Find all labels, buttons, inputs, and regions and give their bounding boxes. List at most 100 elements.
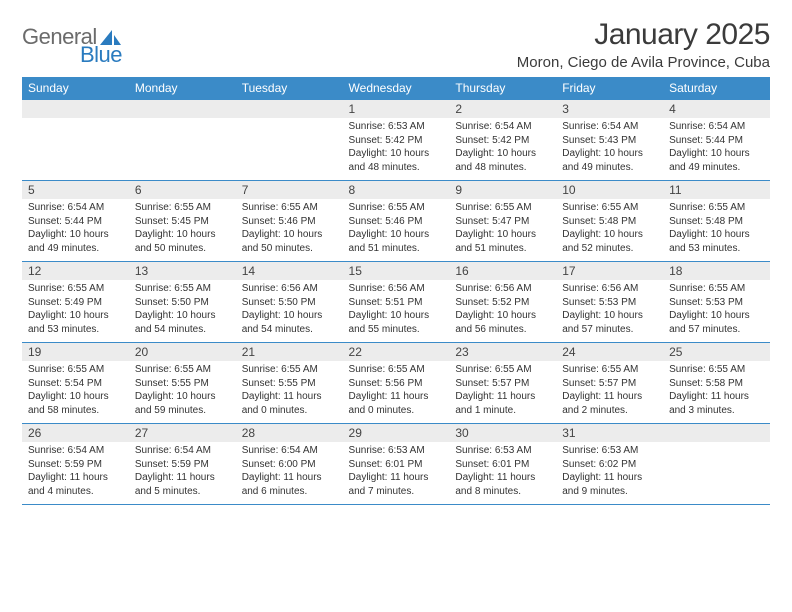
day-details: Sunrise: 6:55 AM Sunset: 5:49 PM Dayligh… [22, 280, 129, 343]
day-number [236, 100, 343, 119]
day-details-text: Sunrise: 6:56 AM Sunset: 5:53 PM Dayligh… [562, 282, 657, 336]
day-details-text: Sunrise: 6:55 AM Sunset: 5:47 PM Dayligh… [455, 201, 550, 255]
day-details [129, 118, 236, 181]
day-details-text: Sunrise: 6:54 AM Sunset: 5:44 PM Dayligh… [28, 201, 123, 255]
day-number: 16 [449, 262, 556, 281]
month-title: January 2025 [517, 18, 770, 52]
day-details: Sunrise: 6:54 AM Sunset: 5:44 PM Dayligh… [663, 118, 770, 181]
day-number: 18 [663, 262, 770, 281]
day-details-text: Sunrise: 6:54 AM Sunset: 5:59 PM Dayligh… [28, 444, 123, 498]
daynum-row: 19202122232425 [22, 343, 770, 362]
title-block: January 2025 Moron, Ciego de Avila Provi… [517, 18, 770, 71]
day-details: Sunrise: 6:55 AM Sunset: 5:45 PM Dayligh… [129, 199, 236, 262]
day-number: 30 [449, 424, 556, 443]
day-number: 2 [449, 100, 556, 119]
day-details-text: Sunrise: 6:53 AM Sunset: 6:01 PM Dayligh… [349, 444, 444, 498]
calendar-body: 1234Sunrise: 6:53 AM Sunset: 5:42 PM Day… [22, 100, 770, 506]
location-label: Moron, Ciego de Avila Province, Cuba [517, 54, 770, 71]
day-number: 26 [22, 424, 129, 443]
day-details: Sunrise: 6:55 AM Sunset: 5:46 PM Dayligh… [343, 199, 450, 262]
day-details: Sunrise: 6:54 AM Sunset: 6:00 PM Dayligh… [236, 442, 343, 505]
day-number: 25 [663, 343, 770, 362]
day-details: Sunrise: 6:55 AM Sunset: 5:54 PM Dayligh… [22, 361, 129, 424]
day-details: Sunrise: 6:55 AM Sunset: 5:53 PM Dayligh… [663, 280, 770, 343]
day-number: 5 [22, 181, 129, 200]
dow-sunday: Sunday [22, 77, 129, 100]
day-number: 24 [556, 343, 663, 362]
day-details-text: Sunrise: 6:55 AM Sunset: 5:55 PM Dayligh… [242, 363, 337, 417]
day-number: 6 [129, 181, 236, 200]
day-details-text: Sunrise: 6:55 AM Sunset: 5:57 PM Dayligh… [562, 363, 657, 417]
bottom-rule [22, 505, 770, 506]
day-number: 7 [236, 181, 343, 200]
day-details-text: Sunrise: 6:54 AM Sunset: 5:43 PM Dayligh… [562, 120, 657, 174]
day-number: 19 [22, 343, 129, 362]
day-details-text: Sunrise: 6:55 AM Sunset: 5:53 PM Dayligh… [669, 282, 764, 336]
detail-row: Sunrise: 6:54 AM Sunset: 5:44 PM Dayligh… [22, 199, 770, 262]
detail-row: Sunrise: 6:55 AM Sunset: 5:49 PM Dayligh… [22, 280, 770, 343]
day-details-text: Sunrise: 6:56 AM Sunset: 5:52 PM Dayligh… [455, 282, 550, 336]
day-details: Sunrise: 6:55 AM Sunset: 5:55 PM Dayligh… [129, 361, 236, 424]
day-number: 21 [236, 343, 343, 362]
day-details-text: Sunrise: 6:54 AM Sunset: 6:00 PM Dayligh… [242, 444, 337, 498]
day-details-text: Sunrise: 6:54 AM Sunset: 5:59 PM Dayligh… [135, 444, 230, 498]
day-details [236, 118, 343, 181]
dow-row: Sunday Monday Tuesday Wednesday Thursday… [22, 77, 770, 100]
day-number [663, 424, 770, 443]
day-details: Sunrise: 6:55 AM Sunset: 5:48 PM Dayligh… [556, 199, 663, 262]
day-details: Sunrise: 6:53 AM Sunset: 6:01 PM Dayligh… [449, 442, 556, 505]
day-details-text: Sunrise: 6:54 AM Sunset: 5:44 PM Dayligh… [669, 120, 764, 174]
day-details: Sunrise: 6:55 AM Sunset: 5:50 PM Dayligh… [129, 280, 236, 343]
day-details [22, 118, 129, 181]
day-details-text: Sunrise: 6:55 AM Sunset: 5:50 PM Dayligh… [135, 282, 230, 336]
calendar-table: Sunday Monday Tuesday Wednesday Thursday… [22, 77, 770, 505]
day-details: Sunrise: 6:54 AM Sunset: 5:59 PM Dayligh… [129, 442, 236, 505]
day-details: Sunrise: 6:53 AM Sunset: 5:42 PM Dayligh… [343, 118, 450, 181]
day-details-text: Sunrise: 6:55 AM Sunset: 5:48 PM Dayligh… [669, 201, 764, 255]
dow-monday: Monday [129, 77, 236, 100]
day-details: Sunrise: 6:56 AM Sunset: 5:52 PM Dayligh… [449, 280, 556, 343]
day-details-text: Sunrise: 6:55 AM Sunset: 5:55 PM Dayligh… [135, 363, 230, 417]
day-details: Sunrise: 6:55 AM Sunset: 5:56 PM Dayligh… [343, 361, 450, 424]
day-number: 8 [343, 181, 450, 200]
day-details: Sunrise: 6:56 AM Sunset: 5:53 PM Dayligh… [556, 280, 663, 343]
day-details-text: Sunrise: 6:56 AM Sunset: 5:50 PM Dayligh… [242, 282, 337, 336]
day-number: 15 [343, 262, 450, 281]
day-details: Sunrise: 6:54 AM Sunset: 5:42 PM Dayligh… [449, 118, 556, 181]
day-details-text: Sunrise: 6:55 AM Sunset: 5:49 PM Dayligh… [28, 282, 123, 336]
brand-name-part2: Blue [80, 42, 122, 67]
day-details: Sunrise: 6:54 AM Sunset: 5:44 PM Dayligh… [22, 199, 129, 262]
day-details-text: Sunrise: 6:55 AM Sunset: 5:46 PM Dayligh… [242, 201, 337, 255]
day-details: Sunrise: 6:56 AM Sunset: 5:50 PM Dayligh… [236, 280, 343, 343]
day-details: Sunrise: 6:55 AM Sunset: 5:55 PM Dayligh… [236, 361, 343, 424]
day-details: Sunrise: 6:55 AM Sunset: 5:58 PM Dayligh… [663, 361, 770, 424]
dow-saturday: Saturday [663, 77, 770, 100]
day-number: 27 [129, 424, 236, 443]
dow-wednesday: Wednesday [343, 77, 450, 100]
dow-thursday: Thursday [449, 77, 556, 100]
day-details-text: Sunrise: 6:55 AM Sunset: 5:46 PM Dayligh… [349, 201, 444, 255]
day-number: 20 [129, 343, 236, 362]
day-details-text: Sunrise: 6:53 AM Sunset: 6:01 PM Dayligh… [455, 444, 550, 498]
detail-row: Sunrise: 6:53 AM Sunset: 5:42 PM Dayligh… [22, 118, 770, 181]
day-number: 12 [22, 262, 129, 281]
day-number: 4 [663, 100, 770, 119]
day-number: 10 [556, 181, 663, 200]
day-number: 3 [556, 100, 663, 119]
daynum-row: 12131415161718 [22, 262, 770, 281]
detail-row: Sunrise: 6:55 AM Sunset: 5:54 PM Dayligh… [22, 361, 770, 424]
day-details-text: Sunrise: 6:55 AM Sunset: 5:58 PM Dayligh… [669, 363, 764, 417]
day-number: 9 [449, 181, 556, 200]
daynum-row: 1234 [22, 100, 770, 119]
daynum-row: 567891011 [22, 181, 770, 200]
day-details-text: Sunrise: 6:55 AM Sunset: 5:57 PM Dayligh… [455, 363, 550, 417]
day-details: Sunrise: 6:54 AM Sunset: 5:59 PM Dayligh… [22, 442, 129, 505]
day-number: 23 [449, 343, 556, 362]
dow-friday: Friday [556, 77, 663, 100]
day-details-text: Sunrise: 6:55 AM Sunset: 5:48 PM Dayligh… [562, 201, 657, 255]
day-details-text: Sunrise: 6:54 AM Sunset: 5:42 PM Dayligh… [455, 120, 550, 174]
day-number: 31 [556, 424, 663, 443]
day-number: 1 [343, 100, 450, 119]
daynum-row: 262728293031 [22, 424, 770, 443]
day-details: Sunrise: 6:56 AM Sunset: 5:51 PM Dayligh… [343, 280, 450, 343]
